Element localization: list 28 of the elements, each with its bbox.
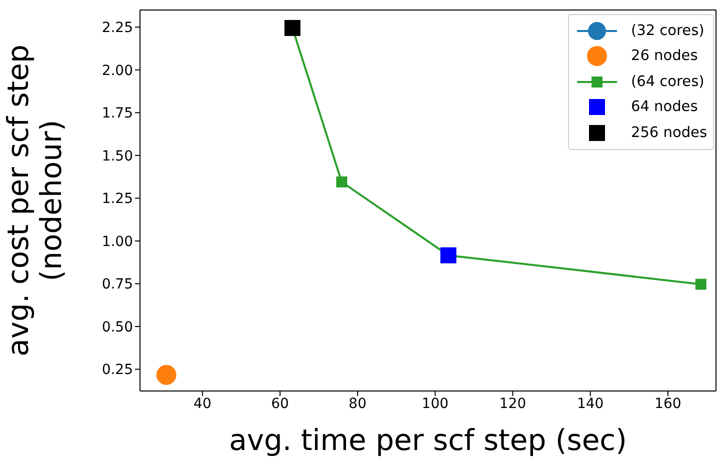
y-tick-label: 2.25 [102, 20, 133, 36]
point [695, 278, 706, 290]
y-tick-label: 1.25 [102, 191, 133, 208]
y-tick-label: 1.00 [102, 234, 133, 250]
point [440, 247, 456, 264]
point [284, 20, 300, 36]
y-tick-label: 0.75 [102, 276, 133, 293]
legend-label: (64 cores) [630, 74, 704, 90]
y-tick-label: 0.50 [102, 319, 133, 336]
y-tick-label: 0.25 [102, 362, 133, 378]
legend-label: 26 nodes [630, 48, 698, 64]
point [336, 176, 348, 188]
x-tick-label: 100 [422, 396, 449, 412]
x-axis-title: avg. time per scf step (sec) [229, 423, 627, 457]
x-tick-label: 140 [576, 396, 604, 412]
y-tick-label: 2.00 [102, 62, 133, 79]
legend-label: 64 nodes [630, 99, 698, 116]
x-tick-label: 160 [654, 396, 682, 412]
legend-label: 256 nodes [630, 124, 707, 141]
x-tick-label: 80 [348, 396, 367, 412]
point [156, 364, 176, 385]
x-tick-label: 40 [194, 396, 212, 412]
y-tick-label: 1.75 [102, 106, 133, 122]
y-tick-label: 1.50 [102, 148, 133, 164]
legend-label: (32 cores) [630, 22, 704, 39]
x-tick-label: 120 [499, 396, 526, 412]
x-tick-label: 60 [271, 396, 289, 412]
y-axis-title: avg. cost per scf step (nodehour) [1, 44, 68, 356]
